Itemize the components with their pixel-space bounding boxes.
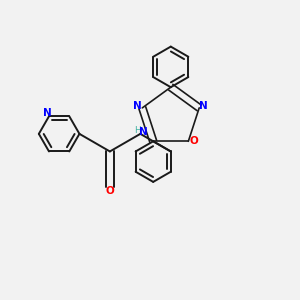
Text: H: H (134, 126, 141, 135)
Text: O: O (189, 136, 198, 146)
Text: N: N (199, 101, 208, 111)
Text: N: N (134, 101, 142, 111)
Text: N: N (43, 108, 52, 118)
Text: O: O (106, 186, 114, 197)
Text: N: N (139, 127, 148, 137)
